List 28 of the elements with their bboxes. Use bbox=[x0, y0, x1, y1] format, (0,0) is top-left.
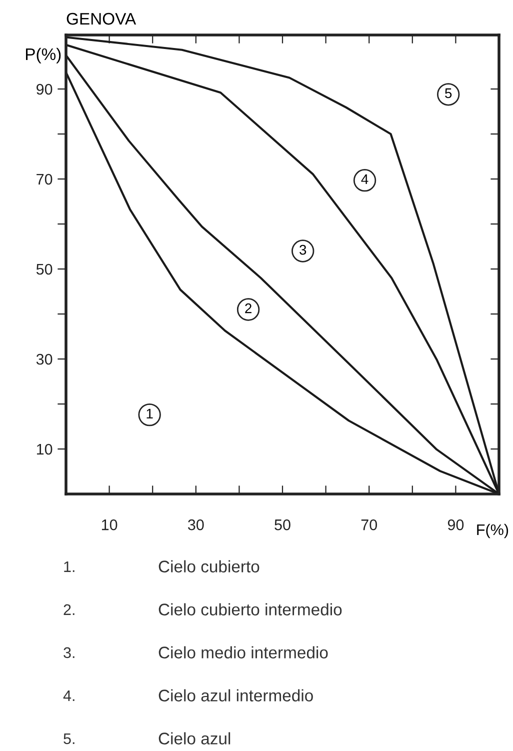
x-tick-label: 10 bbox=[102, 519, 118, 530]
text: Cielo azul bbox=[158, 732, 230, 744]
y-axis-title: P(%) bbox=[26, 48, 61, 64]
x-tick-label: 30 bbox=[188, 519, 204, 530]
text: Cielo medio intermedio bbox=[158, 646, 328, 658]
annotation: 4 bbox=[361, 174, 368, 184]
y-tick-label: 30 bbox=[36, 354, 52, 365]
y-tick-label: 10 bbox=[36, 444, 52, 455]
y-tick-label: 50 bbox=[36, 264, 52, 275]
x-tick-label: 70 bbox=[361, 519, 377, 530]
text: Cielo cubierto bbox=[158, 560, 260, 572]
y-tick-label: 70 bbox=[36, 174, 52, 185]
annotation: 2 bbox=[245, 303, 252, 314]
x-tick-label: 90 bbox=[448, 519, 464, 530]
text: Cielo cubierto intermedio bbox=[158, 603, 342, 616]
annotation: 3 bbox=[300, 244, 306, 255]
x-tick-label: 50 bbox=[274, 519, 290, 530]
x-axis-title: F(%) bbox=[477, 524, 508, 538]
annotation: 1 bbox=[146, 408, 153, 418]
text: 2. bbox=[64, 604, 74, 615]
text: 5. bbox=[64, 733, 74, 744]
text: 4. bbox=[63, 690, 74, 701]
text: 1. bbox=[64, 561, 74, 572]
text: Cielo azul intermedio bbox=[158, 689, 313, 702]
chart-title: GENOVA bbox=[66, 12, 136, 25]
annotation: 5 bbox=[445, 88, 452, 98]
text: 3. bbox=[64, 647, 74, 658]
y-tick-label: 90 bbox=[36, 84, 52, 95]
